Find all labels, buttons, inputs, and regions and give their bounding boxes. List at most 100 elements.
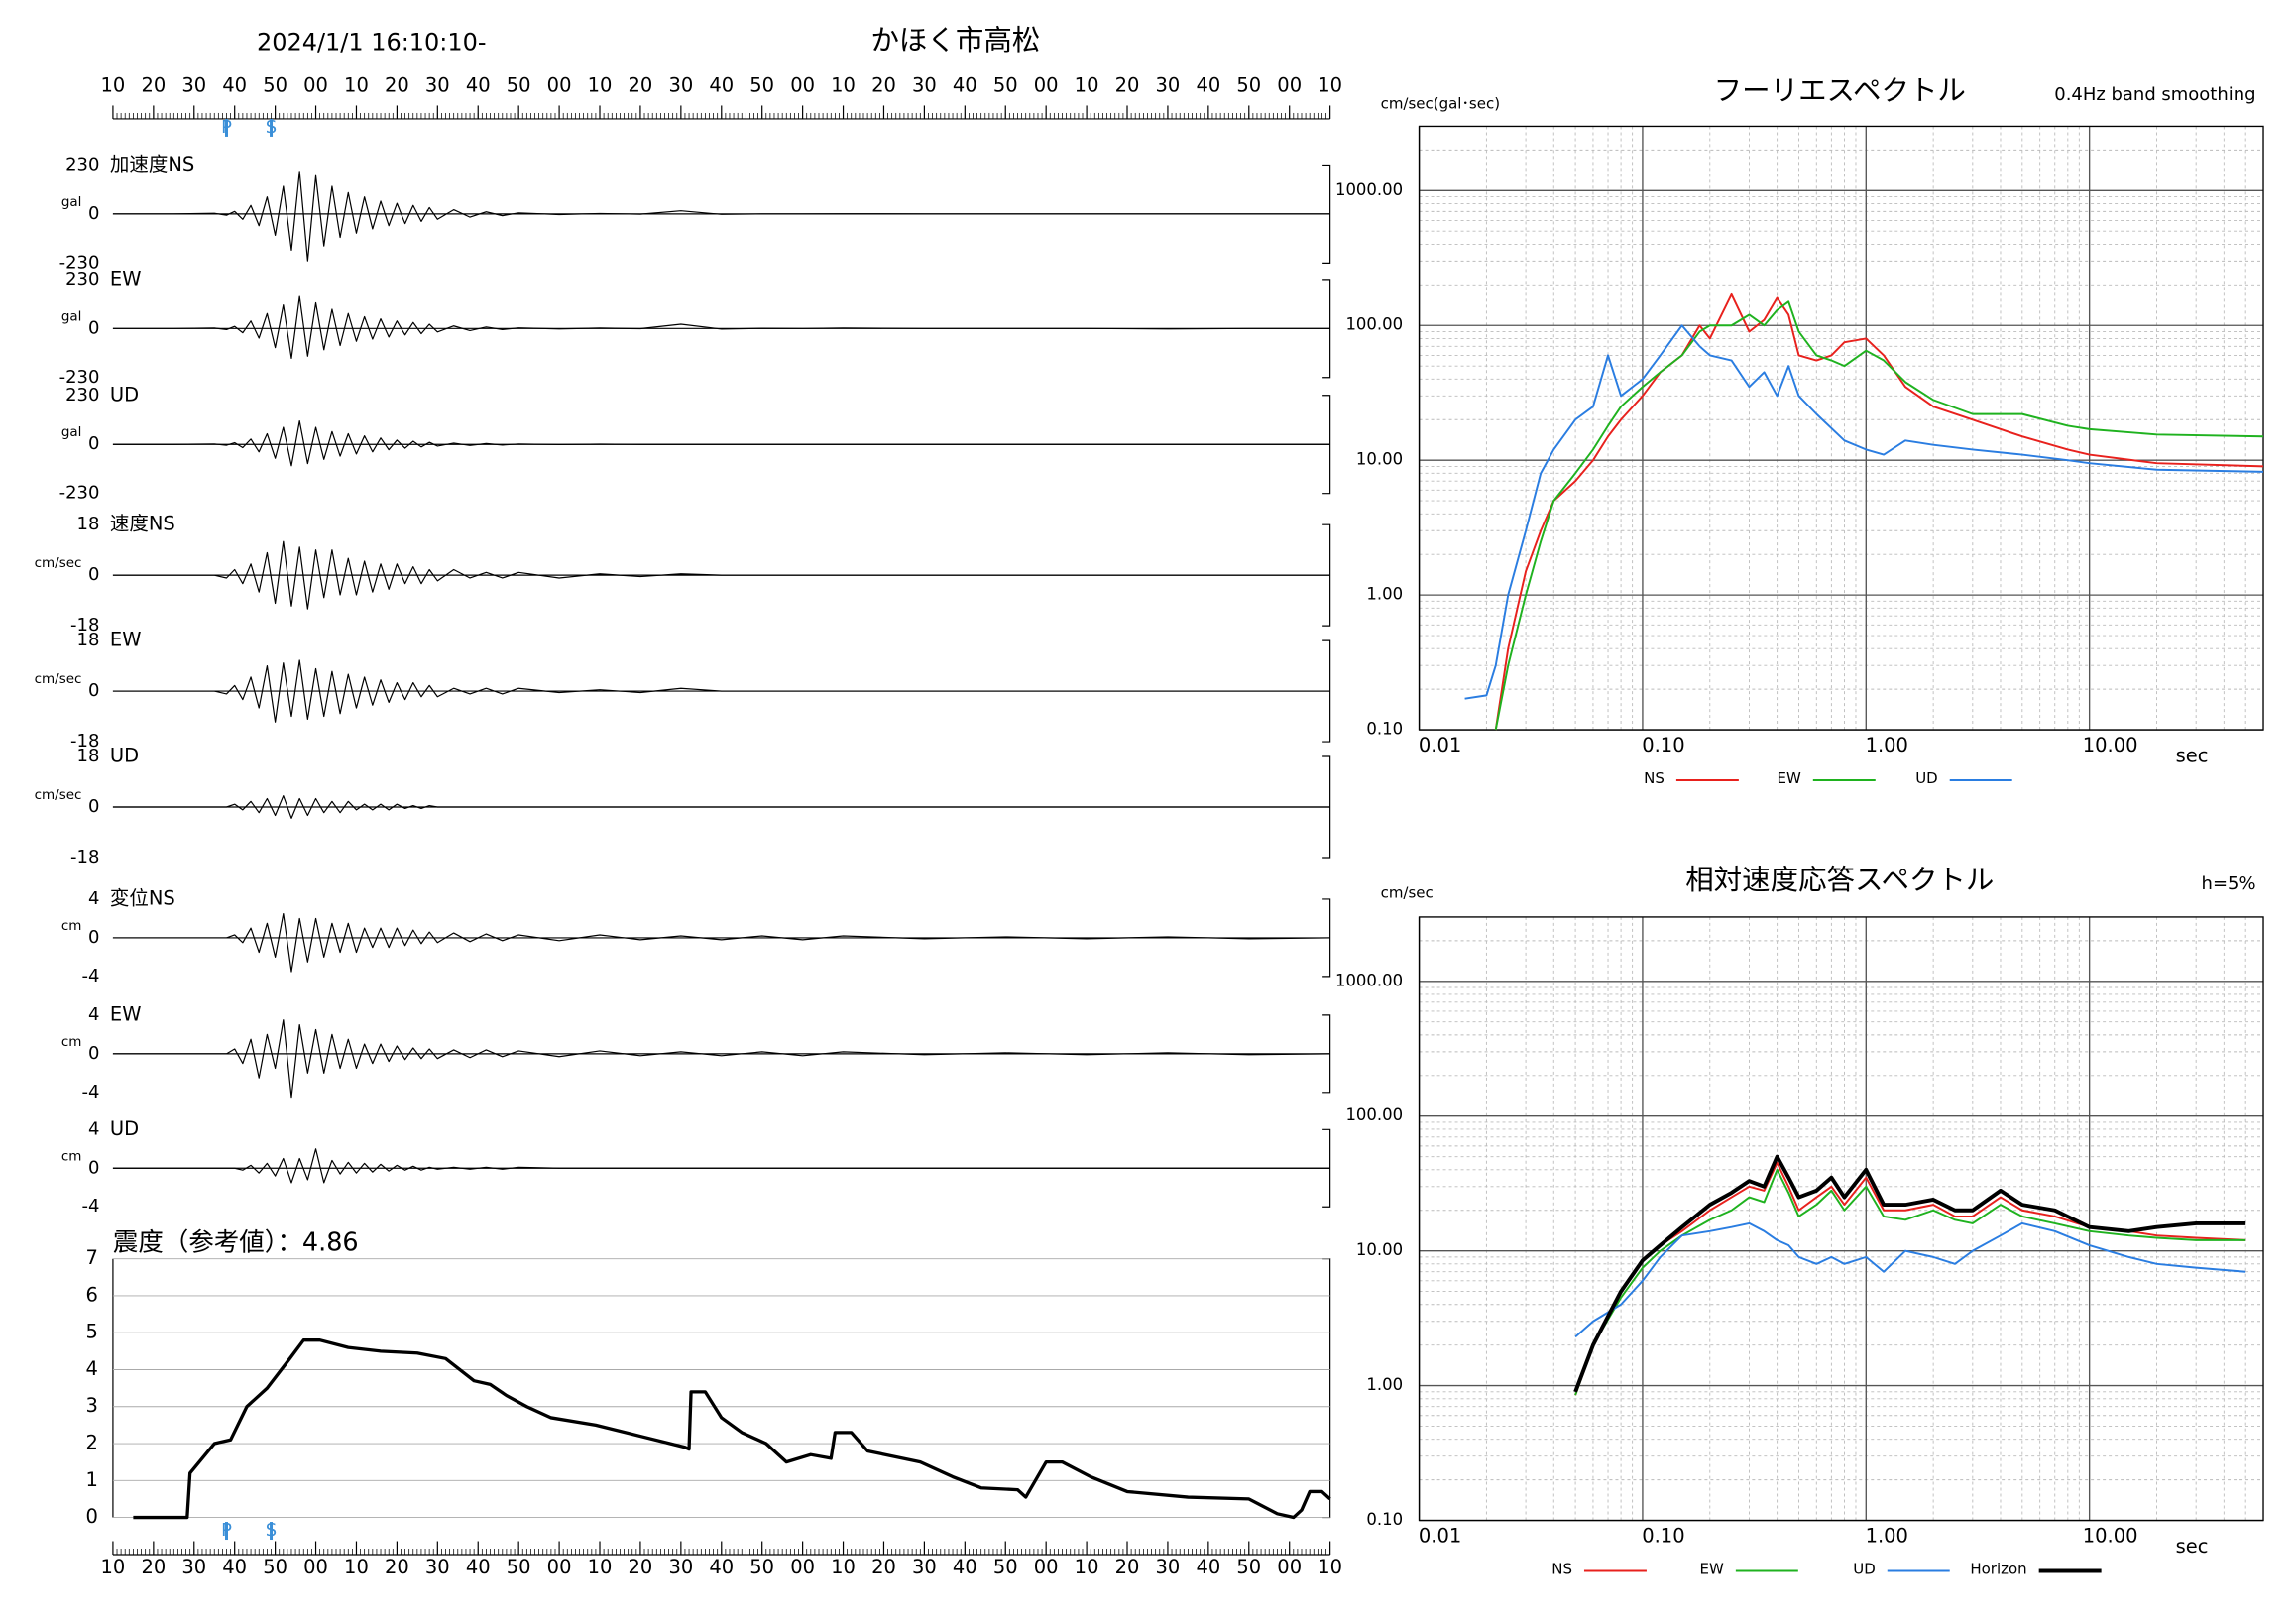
panel-unit: gal bbox=[61, 194, 82, 210]
y-tick-label: 4 bbox=[88, 1004, 99, 1025]
y-tick-label: -230 bbox=[59, 252, 100, 273]
waveform-trace bbox=[112, 659, 1330, 723]
y-axis-unit: cm/sec bbox=[1381, 883, 1434, 901]
waveform-trace bbox=[112, 295, 1330, 360]
time-tick-label: 30 bbox=[425, 73, 450, 96]
waveform-trace bbox=[112, 419, 1330, 467]
panel-unit: gal bbox=[61, 424, 82, 440]
time-tick-label: 00 bbox=[1277, 1556, 1302, 1578]
time-tick-label: 20 bbox=[141, 73, 166, 96]
time-tick-label: 30 bbox=[425, 1556, 450, 1578]
x-tick-label: 1.00 bbox=[1866, 1525, 1908, 1548]
y-tick-label: 230 bbox=[65, 269, 99, 290]
time-tick-label: 10 bbox=[588, 1556, 613, 1578]
spectrum-line bbox=[1574, 1221, 2246, 1338]
time-tick-label: 10 bbox=[831, 73, 856, 96]
y-tick-label: 10.00 bbox=[1356, 450, 1403, 469]
panel-label: 変位NS bbox=[110, 886, 175, 909]
time-tick-label: 00 bbox=[547, 1556, 572, 1578]
chart-title: フーリエスペクトル bbox=[1714, 74, 1966, 107]
y-tick-label: 6 bbox=[86, 1283, 98, 1306]
time-tick-label: 10 bbox=[1075, 1556, 1099, 1578]
panel-label: UD bbox=[110, 383, 139, 406]
intensity-curve bbox=[133, 1338, 1331, 1520]
time-tick-label: 40 bbox=[709, 1556, 734, 1578]
x-axis-unit: sec bbox=[2176, 1535, 2209, 1558]
x-tick-label: 10.00 bbox=[2083, 734, 2138, 756]
y-tick-label: -4 bbox=[82, 966, 100, 986]
time-tick-label: 50 bbox=[507, 1556, 531, 1578]
x-tick-label: 0.01 bbox=[1419, 1525, 1461, 1548]
time-tick-label: 40 bbox=[1196, 1556, 1220, 1578]
spectrum-line bbox=[1573, 1154, 2246, 1393]
y-tick-label: 1000.00 bbox=[1335, 180, 1403, 199]
waveform-trace bbox=[112, 1148, 1330, 1184]
time-tick-label: 10 bbox=[1318, 1556, 1342, 1578]
time-tick-label: 40 bbox=[222, 1556, 247, 1578]
time-tick-label: 10 bbox=[1318, 73, 1342, 96]
time-tick-label: 10 bbox=[831, 1556, 856, 1578]
chart-title: 相対速度応答スペクトル bbox=[1685, 864, 1994, 896]
y-tick-label: 0 bbox=[88, 317, 99, 338]
time-tick-label: 50 bbox=[749, 1556, 774, 1578]
time-tick-label: 30 bbox=[912, 1556, 937, 1578]
y-tick-label: 230 bbox=[65, 154, 99, 174]
x-tick-label: 0.01 bbox=[1419, 734, 1461, 756]
time-tick-label: 20 bbox=[629, 1556, 653, 1578]
waveform-trace bbox=[112, 171, 1330, 262]
y-tick-label: 0 bbox=[88, 1043, 99, 1064]
time-tick-label: 50 bbox=[263, 1556, 287, 1578]
y-tick-label: 18 bbox=[77, 630, 100, 650]
time-tick-label: 50 bbox=[507, 73, 531, 96]
y-tick-label: 0 bbox=[88, 433, 99, 454]
time-tick-label: 00 bbox=[790, 1556, 815, 1578]
time-tick-label: 00 bbox=[547, 73, 572, 96]
plot-frame bbox=[1418, 916, 2264, 1522]
spectrum-line bbox=[1494, 292, 2264, 731]
time-tick-label: 50 bbox=[749, 73, 774, 96]
y-tick-label: 0 bbox=[88, 796, 99, 817]
time-tick-label: 00 bbox=[790, 73, 815, 96]
time-tick-label: 20 bbox=[1115, 73, 1140, 96]
y-tick-label: 5 bbox=[86, 1321, 98, 1343]
y-tick-label: 3 bbox=[86, 1394, 98, 1417]
time-tick-label: 10 bbox=[1075, 73, 1099, 96]
time-tick-label: 20 bbox=[141, 1556, 166, 1578]
x-tick-label: 10.00 bbox=[2083, 1525, 2138, 1548]
waveform-trace bbox=[112, 540, 1330, 610]
y-tick-label: -4 bbox=[82, 1082, 100, 1102]
y-tick-label: 4 bbox=[88, 1118, 99, 1139]
time-tick-label: 00 bbox=[1034, 73, 1059, 96]
legend-label: EW bbox=[1700, 1561, 1724, 1578]
y-tick-label: 0 bbox=[88, 1157, 99, 1178]
panel-label: UD bbox=[110, 1117, 139, 1140]
time-tick-label: 30 bbox=[1156, 1556, 1181, 1578]
x-axis-unit: sec bbox=[2176, 745, 2209, 767]
x-tick-label: 0.10 bbox=[1642, 1525, 1684, 1548]
y-tick-label: 0 bbox=[88, 927, 99, 948]
waveform-trace bbox=[112, 795, 1330, 819]
time-tick-label: 40 bbox=[1196, 73, 1220, 96]
y-tick-label: 18 bbox=[77, 746, 100, 766]
intensity-title: 震度（参考値）：4.86 bbox=[113, 1228, 359, 1258]
y-tick-label: -230 bbox=[59, 483, 100, 504]
time-tick-label: 20 bbox=[629, 73, 653, 96]
time-tick-label: 00 bbox=[1277, 73, 1302, 96]
time-tick-label: 50 bbox=[1236, 73, 1261, 96]
legend-label: EW bbox=[1778, 769, 1801, 787]
legend-label: UD bbox=[1853, 1561, 1876, 1578]
record-datetime: 2024/1/1 16:10:10- bbox=[257, 29, 487, 57]
y-tick-label: -18 bbox=[70, 615, 99, 636]
time-tick-label: 20 bbox=[871, 73, 896, 96]
spectrum-line bbox=[1464, 324, 2264, 700]
y-tick-label: 1 bbox=[86, 1468, 98, 1491]
time-tick-label: 50 bbox=[993, 1556, 1018, 1578]
time-tick-label: 40 bbox=[953, 1556, 977, 1578]
time-tick-label: 40 bbox=[222, 73, 247, 96]
phase-marker-label: P bbox=[221, 1520, 232, 1541]
time-tick-label: 30 bbox=[668, 73, 693, 96]
legend-label: NS bbox=[1644, 769, 1665, 787]
time-tick-label: 10 bbox=[588, 73, 613, 96]
y-tick-label: -230 bbox=[59, 367, 100, 388]
